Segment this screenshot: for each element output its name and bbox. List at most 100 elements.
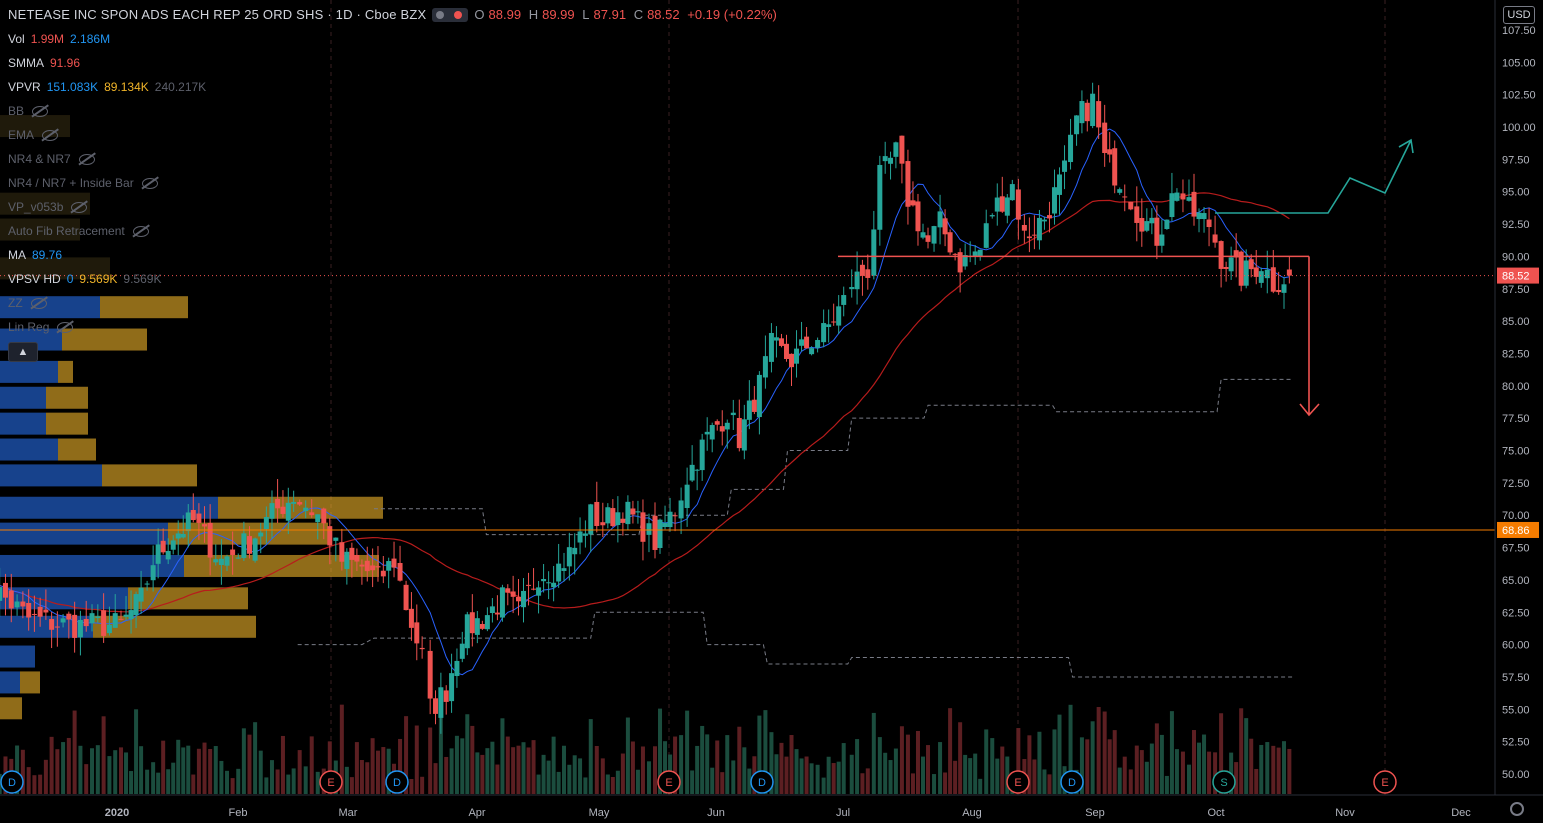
volume-bar [673, 736, 678, 794]
event-marker[interactable]: D [0, 770, 24, 794]
volume-bar [485, 748, 490, 794]
change-value: +0.19 (+0.22%) [687, 7, 777, 22]
candle [551, 565, 557, 602]
event-marker[interactable]: D [1060, 770, 1084, 794]
eye-hidden-icon[interactable] [71, 202, 88, 214]
volume-bar [821, 777, 826, 794]
eye-hidden-icon[interactable] [132, 226, 149, 238]
eye-hidden-icon[interactable] [30, 298, 47, 310]
volume-bar [943, 772, 948, 794]
candle [138, 570, 144, 614]
volume-bar [327, 741, 332, 794]
candle [1096, 85, 1102, 140]
collapse-legend-button[interactable]: ▲ [8, 342, 38, 362]
volume-bar [600, 758, 605, 794]
indicator-nr4-nr7[interactable]: NR4 & NR7 [8, 152, 95, 166]
volume-bar [926, 745, 931, 794]
candle [999, 176, 1005, 213]
symbol-title[interactable]: NETEASE INC SPON ADS EACH REP 25 ORD SHS… [8, 7, 427, 22]
volume-bar [860, 773, 865, 794]
currency-badge[interactable]: USD [1503, 6, 1535, 24]
event-marker[interactable]: E [319, 770, 343, 794]
volume-bar [495, 764, 500, 794]
event-marker[interactable]: E [657, 770, 681, 794]
candle [303, 500, 309, 519]
candle [751, 386, 757, 415]
indicator-value: 9.569K [123, 272, 162, 286]
indicator-smma[interactable]: SMMA 91.96 [8, 56, 80, 70]
indicator-lin-reg[interactable]: Lin Reg [8, 320, 74, 334]
indicator-vpvr[interactable]: VPVR 151.083K 89.134K 240.217K [8, 80, 206, 94]
candle [871, 210, 877, 280]
candle [112, 594, 118, 628]
indicator-ma[interactable]: MA 89.76 [8, 248, 62, 262]
candle [1164, 219, 1170, 230]
volume-bar [156, 772, 161, 794]
volume-bar [695, 745, 700, 794]
candle [213, 544, 219, 566]
volume-bar [905, 734, 910, 794]
indicator-vol[interactable]: Vol 1.99M 2.186M [8, 32, 110, 46]
candle [536, 581, 542, 614]
volume-bar [893, 748, 898, 794]
volume-bar [1000, 746, 1005, 794]
price-tick-label: 90.00 [1502, 251, 1530, 263]
eye-hidden-icon[interactable] [57, 322, 74, 334]
volume-bar [208, 748, 213, 794]
event-marker[interactable]: E [1373, 770, 1397, 794]
eye-hidden-icon[interactable] [42, 130, 59, 142]
indicator-vp-v053b[interactable]: VP_v053b [8, 200, 88, 214]
volume-bar [899, 726, 904, 794]
svg-text:S: S [1220, 777, 1227, 789]
eye-hidden-icon[interactable] [78, 154, 95, 166]
price-tick-label: 70.00 [1502, 510, 1530, 522]
eye-hidden-icon[interactable] [32, 106, 49, 118]
price-tick-label: 87.50 [1502, 284, 1530, 296]
event-marker[interactable]: D [750, 770, 774, 794]
volume-bar [470, 725, 475, 794]
indicator-value: 91.96 [50, 56, 81, 70]
moving-average-line [0, 128, 1290, 676]
volume-bar [1159, 734, 1164, 794]
volume-profile-buy [0, 496, 218, 519]
volume-bar [1005, 756, 1010, 794]
candle [252, 537, 258, 563]
candle [947, 229, 953, 255]
volume-bar [20, 749, 25, 794]
volume-bar [236, 768, 241, 794]
candle [773, 326, 779, 358]
candle [54, 611, 60, 647]
candle [1134, 186, 1140, 242]
candle [66, 611, 72, 639]
indicator-name: MA [8, 248, 26, 262]
candle [315, 514, 321, 540]
indicator-zz[interactable]: ZZ [8, 296, 47, 310]
price-tick-label: 55.00 [1502, 704, 1530, 716]
volume-bar [480, 754, 485, 794]
indicator-auto-fib-retracement[interactable]: Auto Fib Retracement [8, 224, 149, 238]
volume-bar [230, 778, 235, 794]
eye-hidden-icon[interactable] [141, 178, 158, 190]
indicator-vpsv-hd[interactable]: VPSV HD 0 9.569K 9.569K [8, 272, 161, 286]
indicator-nr4-nr7-inside-bar[interactable]: NR4 / NR7 + Inside Bar [8, 176, 158, 190]
candle [809, 346, 815, 356]
gear-icon[interactable] [1510, 802, 1524, 816]
candle [464, 611, 470, 656]
candle [14, 594, 20, 616]
indicator-ema[interactable]: EMA [8, 128, 59, 142]
event-marker[interactable]: S [1212, 770, 1236, 794]
volume-bar [877, 737, 882, 794]
candle [1144, 208, 1150, 233]
header-toggle[interactable] [432, 7, 469, 22]
indicator-bb[interactable]: BB [8, 104, 49, 118]
event-marker[interactable]: E [1006, 770, 1030, 794]
event-marker[interactable]: D [385, 770, 409, 794]
volume-profile-sell [58, 360, 73, 383]
candle [531, 568, 537, 591]
volume-bar [572, 755, 577, 794]
time-tick-label: Apr [468, 807, 485, 819]
price-tick-label: 100.00 [1502, 122, 1536, 134]
candle [646, 513, 652, 553]
indicator-value: 89.76 [32, 248, 63, 262]
